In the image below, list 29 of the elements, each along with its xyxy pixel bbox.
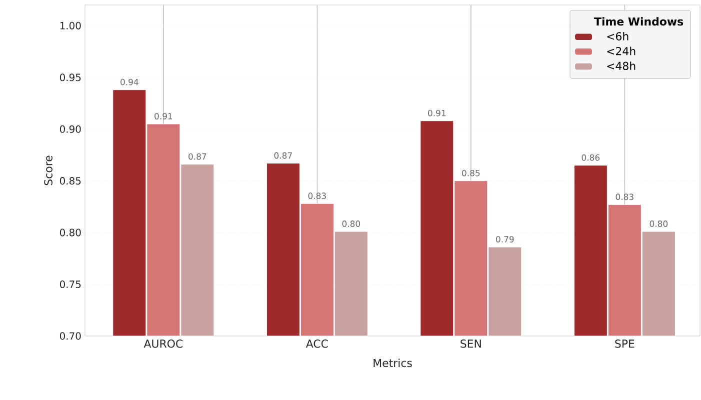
x-tick-label: AUROC	[144, 340, 183, 348]
x-tick-label: ACC	[306, 340, 328, 348]
y-tick-label: 0.95	[60, 74, 81, 82]
y-tick-label: 0.75	[60, 280, 81, 288]
data-label: 0.91	[154, 112, 172, 120]
data-label: 0.94	[120, 78, 138, 86]
legend-label: <6h	[607, 32, 628, 40]
y-tick-label: 0.90	[60, 125, 81, 133]
data-label: 0.83	[616, 194, 634, 200]
x-tick-label: SEN	[460, 340, 481, 348]
data-label: 0.91	[428, 110, 446, 116]
data-label: 0.83	[308, 192, 326, 200]
legend-title: Time Windows	[594, 17, 684, 26]
x-tick-label: SPE	[615, 340, 634, 348]
y-tick-label: 1.00	[60, 22, 81, 30]
y-tick-label: 0.80	[60, 228, 81, 236]
legend-label: <24h	[607, 46, 636, 56]
legend-label: <48h	[607, 62, 636, 70]
data-label: 0.87	[274, 152, 292, 159]
data-label: 0.80	[650, 220, 668, 227]
data-label: 0.87	[188, 153, 206, 160]
data-label: 0.79	[496, 236, 514, 242]
y-axis-title: Score	[44, 156, 52, 186]
y-tick-label: 0.70	[60, 332, 81, 340]
data-label: 0.85	[462, 170, 480, 176]
data-label: 0.80	[342, 220, 360, 227]
y-tick-label: 0.85	[60, 177, 81, 185]
x-axis-title: Metrics	[374, 358, 412, 368]
data-label: 0.86	[582, 154, 600, 161]
